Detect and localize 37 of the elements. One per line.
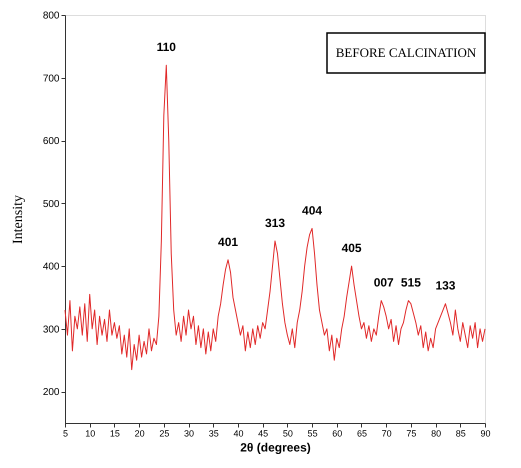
x-tick-label: 10 xyxy=(85,428,96,438)
annotation: 401 xyxy=(218,234,238,249)
x-tick-label: 80 xyxy=(431,428,442,438)
x-tick-label: 65 xyxy=(356,428,367,438)
x-tick-label: 30 xyxy=(184,428,194,438)
annotation: BEFORE CALCINATION xyxy=(336,45,477,60)
annotation: 007 xyxy=(374,276,394,290)
x-tick-label: 35 xyxy=(208,428,219,438)
x-tick-label: 75 xyxy=(406,428,416,438)
y-tick-label: 400 xyxy=(42,262,60,273)
y-tick-label: 700 xyxy=(42,73,60,84)
x-tick-label: 45 xyxy=(258,428,268,438)
x-tick-label: 40 xyxy=(233,428,244,438)
y-axis-title: Intensity xyxy=(10,195,26,244)
y-tick-label: 200 xyxy=(42,387,60,398)
annotation: 133 xyxy=(435,278,456,293)
y-tick-label: 300 xyxy=(42,324,60,336)
x-tick-label: 60 xyxy=(332,428,342,438)
x-tick-label: 20 xyxy=(134,428,145,438)
annotation: 313 xyxy=(264,216,286,230)
x-tick-label: 25 xyxy=(159,428,170,438)
annotation: 405 xyxy=(342,241,362,256)
y-tick-label: 600 xyxy=(42,136,60,148)
annotation: 515 xyxy=(400,276,422,290)
x-tick-label: 85 xyxy=(456,428,466,438)
y-tick-label: 500 xyxy=(42,198,60,210)
x-tick-label: 55 xyxy=(308,428,318,438)
x-tick-label: 90 xyxy=(480,428,491,438)
x-axis-title: 2θ (degrees) xyxy=(240,440,311,454)
x-tick-label: 50 xyxy=(282,428,293,438)
annotation: 110 xyxy=(156,40,176,54)
x-tick-label: 70 xyxy=(382,428,392,438)
annotation: 404 xyxy=(302,203,322,218)
x-tick-label: 15 xyxy=(110,428,120,438)
y-tick-label: 800 xyxy=(42,10,60,22)
line-series xyxy=(64,64,486,370)
x-tick-label: 5 xyxy=(62,428,68,438)
